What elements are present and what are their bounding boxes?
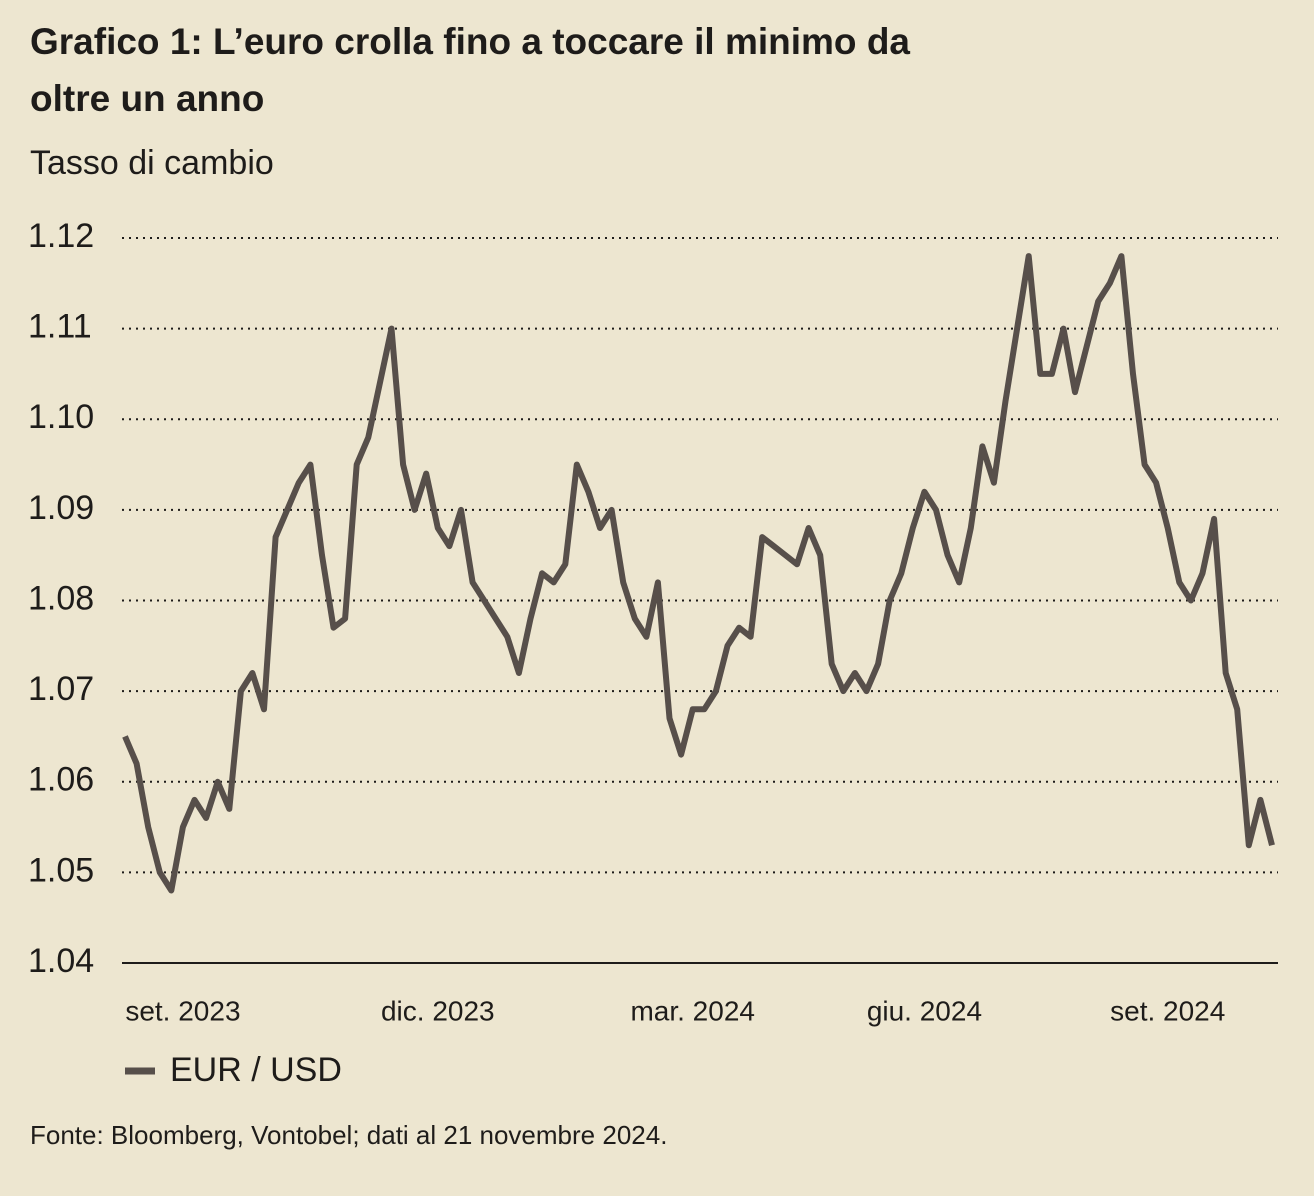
x-tick-label: set. 2024 <box>1110 995 1225 1026</box>
y-tick-label: 1.10 <box>28 398 94 436</box>
y-tick-label: 1.12 <box>28 217 94 255</box>
y-tick-label: 1.09 <box>28 489 94 527</box>
y-tick-label: 1.11 <box>28 308 92 346</box>
subtitle: Tasso di cambio <box>30 144 274 182</box>
source: Fonte: Bloomberg, Vontobel; dati al 21 n… <box>30 1120 667 1150</box>
y-tick-label: 1.05 <box>28 851 94 889</box>
x-tick-label: giu. 2024 <box>867 995 982 1026</box>
legend-label: EUR / USD <box>170 1051 342 1089</box>
x-tick-label: set. 2023 <box>125 995 240 1026</box>
x-tick-label: dic. 2023 <box>381 995 495 1026</box>
line-series <box>122 253 1275 894</box>
y-tick-label: 1.06 <box>28 761 94 799</box>
y-tick-label: 1.04 <box>28 942 94 980</box>
chart-title: oltre un anno <box>30 78 264 119</box>
y-tick-label: 1.07 <box>28 670 94 708</box>
chart-title: Grafico 1: L’euro crolla fino a toccare … <box>30 21 910 62</box>
x-tick-label: mar. 2024 <box>630 995 755 1026</box>
y-tick-label: 1.08 <box>28 579 94 617</box>
